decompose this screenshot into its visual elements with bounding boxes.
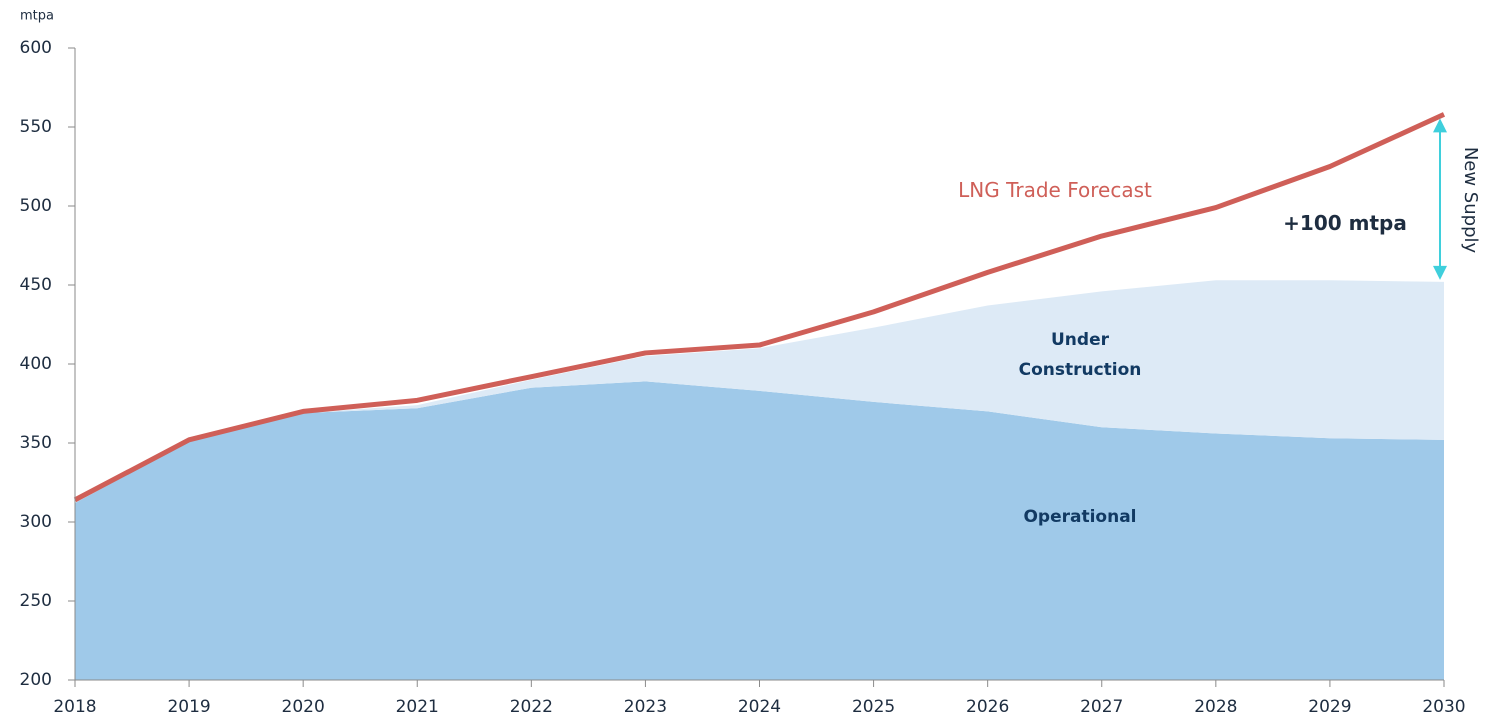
annotation: New Supply xyxy=(1460,146,1481,254)
y-tick-label: 250 xyxy=(20,591,52,611)
y-tick-label: 200 xyxy=(20,670,52,690)
series-label: Operational xyxy=(1023,507,1137,527)
x-tick-label: 2024 xyxy=(738,697,781,717)
arrow-head xyxy=(1433,118,1447,133)
y-axis-label: mtpa xyxy=(20,9,54,24)
y-tick-label: 450 xyxy=(20,275,52,295)
series-label: LNG Trade Forecast xyxy=(958,178,1152,202)
annotation: +100 mtpa xyxy=(1283,211,1407,235)
x-tick-label: 2030 xyxy=(1422,697,1465,717)
y-tick-label: 550 xyxy=(20,117,52,137)
x-tick-label: 2023 xyxy=(624,697,667,717)
x-tick-label: 2019 xyxy=(167,697,210,717)
arrow-head xyxy=(1433,265,1447,280)
series-label: Under Construction xyxy=(1018,330,1142,380)
x-tick-label: 2027 xyxy=(1080,697,1123,717)
y-tick-label: 400 xyxy=(20,354,52,374)
x-tick-label: 2020 xyxy=(282,697,325,717)
y-tick-label: 600 xyxy=(20,38,52,58)
x-tick-label: 2025 xyxy=(852,697,895,717)
y-tick-label: 350 xyxy=(20,433,52,453)
x-tick-label: 2029 xyxy=(1308,697,1351,717)
line xyxy=(73,112,1446,503)
x-tick-label: 2022 xyxy=(510,697,553,717)
x-tick-label: 2028 xyxy=(1194,697,1237,717)
x-tick-label: 2026 xyxy=(966,697,1009,717)
y-tick-label: 300 xyxy=(20,512,52,532)
x-tick-label: 2018 xyxy=(53,697,96,717)
y-tick-label: 500 xyxy=(20,196,52,216)
area xyxy=(75,381,1444,680)
area xyxy=(75,280,1444,504)
x-tick-label: 2021 xyxy=(396,697,439,717)
